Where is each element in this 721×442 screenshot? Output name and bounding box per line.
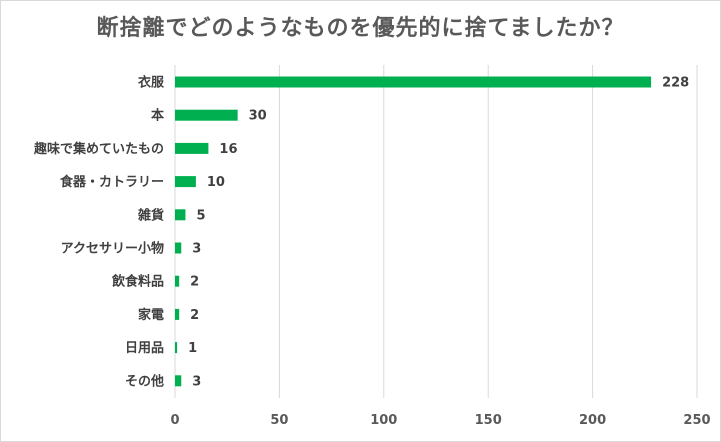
bar: [175, 176, 196, 188]
data-label: 30: [249, 109, 267, 124]
bars: [175, 76, 652, 387]
data-label: 2: [190, 308, 199, 323]
data-label: 16: [219, 142, 237, 157]
category-label: 家電: [138, 307, 164, 323]
data-label: 1: [188, 341, 197, 356]
bar: [175, 308, 180, 320]
category-label: 食器・カトラリー: [60, 174, 164, 190]
category-label: その他: [125, 373, 164, 389]
labels: 0 50 100 150 200 250 衣服 228 本 30 趣味で集めていたもの 16 食器・カト…: [33, 75, 711, 429]
bar: [175, 142, 209, 154]
bar: [175, 209, 186, 221]
data-label: 3: [192, 242, 201, 257]
x-tick-label: 50: [270, 413, 288, 428]
bar: [175, 275, 180, 287]
data-label: 3: [192, 374, 201, 389]
x-tick-label: 150: [475, 413, 502, 428]
data-label: 2: [190, 275, 199, 290]
chart-title: 断捨離でどのようなものを優先的に捨てましたか？: [96, 16, 625, 41]
category-label: アクセサリー小物: [61, 241, 164, 257]
x-tick-label: 200: [579, 413, 606, 428]
data-label: 10: [207, 175, 225, 190]
x-tick-label: 250: [683, 413, 710, 428]
category-label: 趣味で集めていたもの: [33, 141, 164, 157]
category-label: 飲食料品: [111, 274, 164, 290]
bar: [175, 76, 652, 88]
category-label: 本: [151, 108, 164, 124]
x-tick-label: 0: [170, 413, 179, 428]
data-label: 228: [662, 76, 689, 91]
bar: [175, 342, 178, 354]
category-label: 雑貨: [137, 207, 164, 223]
gridlines: [174, 65, 698, 398]
bar: [175, 375, 182, 387]
bar: [175, 242, 182, 254]
bar: [175, 109, 238, 121]
category-label: 日用品: [125, 341, 164, 356]
category-label: 衣服: [138, 75, 165, 91]
data-label: 5: [196, 208, 205, 223]
x-tick-label: 100: [370, 413, 397, 428]
